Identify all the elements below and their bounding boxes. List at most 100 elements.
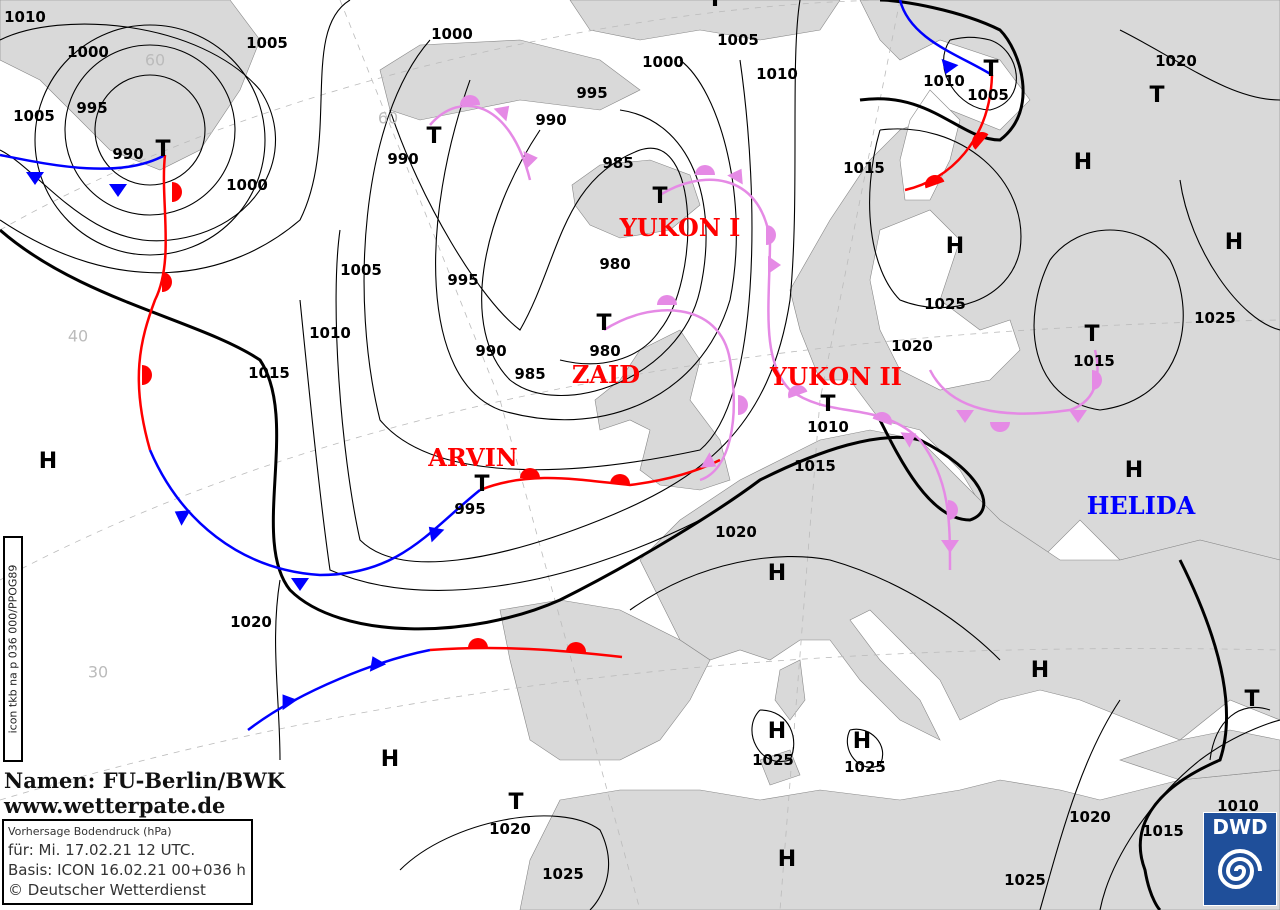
dwd-swirl-icon (1217, 849, 1262, 889)
warm-front-semicircle (520, 468, 540, 478)
high-pressure-marker: H (777, 847, 797, 872)
warm-front-semicircle (1092, 370, 1102, 390)
iberia (499, 599, 711, 761)
credit-names: Namen: FU-Berlin/BWK (4, 768, 285, 793)
isobar-label: 1005 (717, 31, 759, 49)
low-pressure-marker: T (596, 311, 612, 336)
cold-front-triangle (768, 256, 781, 274)
low-pressure-marker: T (1149, 83, 1165, 108)
isobar-label: 990 (387, 150, 419, 168)
high-pressure-marker: H (767, 719, 787, 744)
cold-front-triangle (26, 172, 44, 185)
british-isles (594, 329, 731, 491)
latitude-label: 40 (67, 326, 89, 346)
dwd-logo-text: DWD (1212, 815, 1268, 839)
isobar-label: 985 (602, 154, 634, 172)
high-pressure-marker: H (767, 561, 787, 586)
isobar-label: 985 (514, 365, 546, 383)
high-pressure-marker: H (1073, 150, 1093, 175)
cold-front-triangle (369, 656, 387, 672)
warm-front-semicircle (872, 412, 892, 426)
occlusion-zaid (603, 309, 735, 482)
greenland (0, 0, 261, 171)
cold-front-triangle (428, 526, 445, 543)
cold-front-greenland (0, 153, 166, 170)
isobar-label: 1025 (752, 751, 794, 769)
high-pressure-marker: H (852, 729, 872, 754)
isobar-label: 1010 (309, 324, 351, 342)
info-title: Vorhersage Bodendruck (hPa) (8, 825, 172, 838)
high-pressure-marker: H (380, 747, 400, 772)
cold-front-triangle (1069, 410, 1087, 423)
warm-front-semicircle (142, 365, 152, 385)
warm-front-semicircle (788, 385, 808, 399)
cold-front-triangle (291, 578, 309, 591)
isobar-label: 1020 (715, 523, 757, 541)
warm-front-semicircle (738, 395, 748, 415)
latitude-label: 60 (144, 50, 166, 70)
cold-front-triangle (523, 151, 538, 169)
low-pressure-marker: T (508, 790, 524, 815)
storm-name: YUKON II (770, 362, 902, 391)
cold-front-triangle (941, 58, 959, 75)
baltic-sea (869, 209, 1021, 391)
cold-front-triangle (282, 694, 298, 711)
isobar-label: 1010 (923, 72, 965, 90)
warm-front-semicircle (657, 295, 677, 305)
isobar-label: 1020 (230, 613, 272, 631)
isobar-label: 1025 (844, 758, 886, 776)
low-pressure-marker: T (426, 124, 442, 149)
isobar-label: 990 (112, 145, 144, 163)
info-copyright: © Deutscher Wetterdienst (8, 881, 206, 899)
isobar-label: 990 (475, 342, 507, 360)
warm-front-semicircle (948, 500, 958, 520)
isobar-label: 1000 (431, 25, 473, 43)
isobar-label: 1020 (1155, 52, 1197, 70)
warm-front-arvin-west (137, 154, 167, 451)
dwd-logo: DWD (1203, 812, 1277, 906)
product-code-label: icon tkb na p 036 000/PPOG89 (3, 536, 23, 762)
latitude-label: 30 (87, 662, 109, 682)
continental-europe (639, 429, 1280, 741)
isobar-label: 1010 (4, 8, 46, 26)
isobar-label: 1025 (924, 295, 966, 313)
warm-front-semicircle (766, 225, 776, 245)
credit-website[interactable]: www.wetterpate.de (4, 793, 226, 818)
high-pressure-marker: H (38, 449, 58, 474)
svalbard-north (569, 0, 841, 41)
warm-front-arvin (479, 458, 721, 492)
isobar-label: 980 (599, 255, 631, 273)
isobar-label: 995 (576, 84, 608, 102)
low-pressure-marker: T (652, 184, 668, 209)
isobar-label: 1010 (756, 65, 798, 83)
info-box: Vorhersage Bodendruck (hPa) für: Mi. 17.… (2, 819, 253, 905)
isobar-label: 1020 (1069, 808, 1111, 826)
isobar-label: 990 (535, 111, 567, 129)
cold-front-triangle (174, 510, 191, 526)
front-symbols (26, 58, 1102, 711)
isobar-label: 1000 (642, 53, 684, 71)
italy-islands (759, 659, 806, 786)
cold-front-triangle (700, 452, 717, 468)
warm-front-semicircle (972, 132, 989, 150)
high-pressure-marker: H (945, 234, 965, 259)
greenland-east (379, 39, 641, 121)
cold-front-triangle (900, 432, 917, 448)
isobars-1015 (0, 0, 1228, 910)
isobar-label: 995 (454, 500, 486, 518)
isobar-label: 1005 (246, 34, 288, 52)
warm-front-semicircle (695, 165, 715, 175)
low-pressure-marker: T (474, 472, 490, 497)
isobar-label: 1000 (67, 43, 109, 61)
occlusion-greenland (429, 104, 532, 181)
warm-front-semicircle (162, 272, 172, 292)
isobar-label: 1005 (967, 86, 1009, 104)
turkey (1119, 729, 1280, 781)
cold-front-triangle (493, 105, 510, 122)
isobar-label: 1010 (1217, 797, 1259, 815)
warm-front-iberia (429, 646, 623, 659)
isobar-label: 1025 (1194, 309, 1236, 327)
